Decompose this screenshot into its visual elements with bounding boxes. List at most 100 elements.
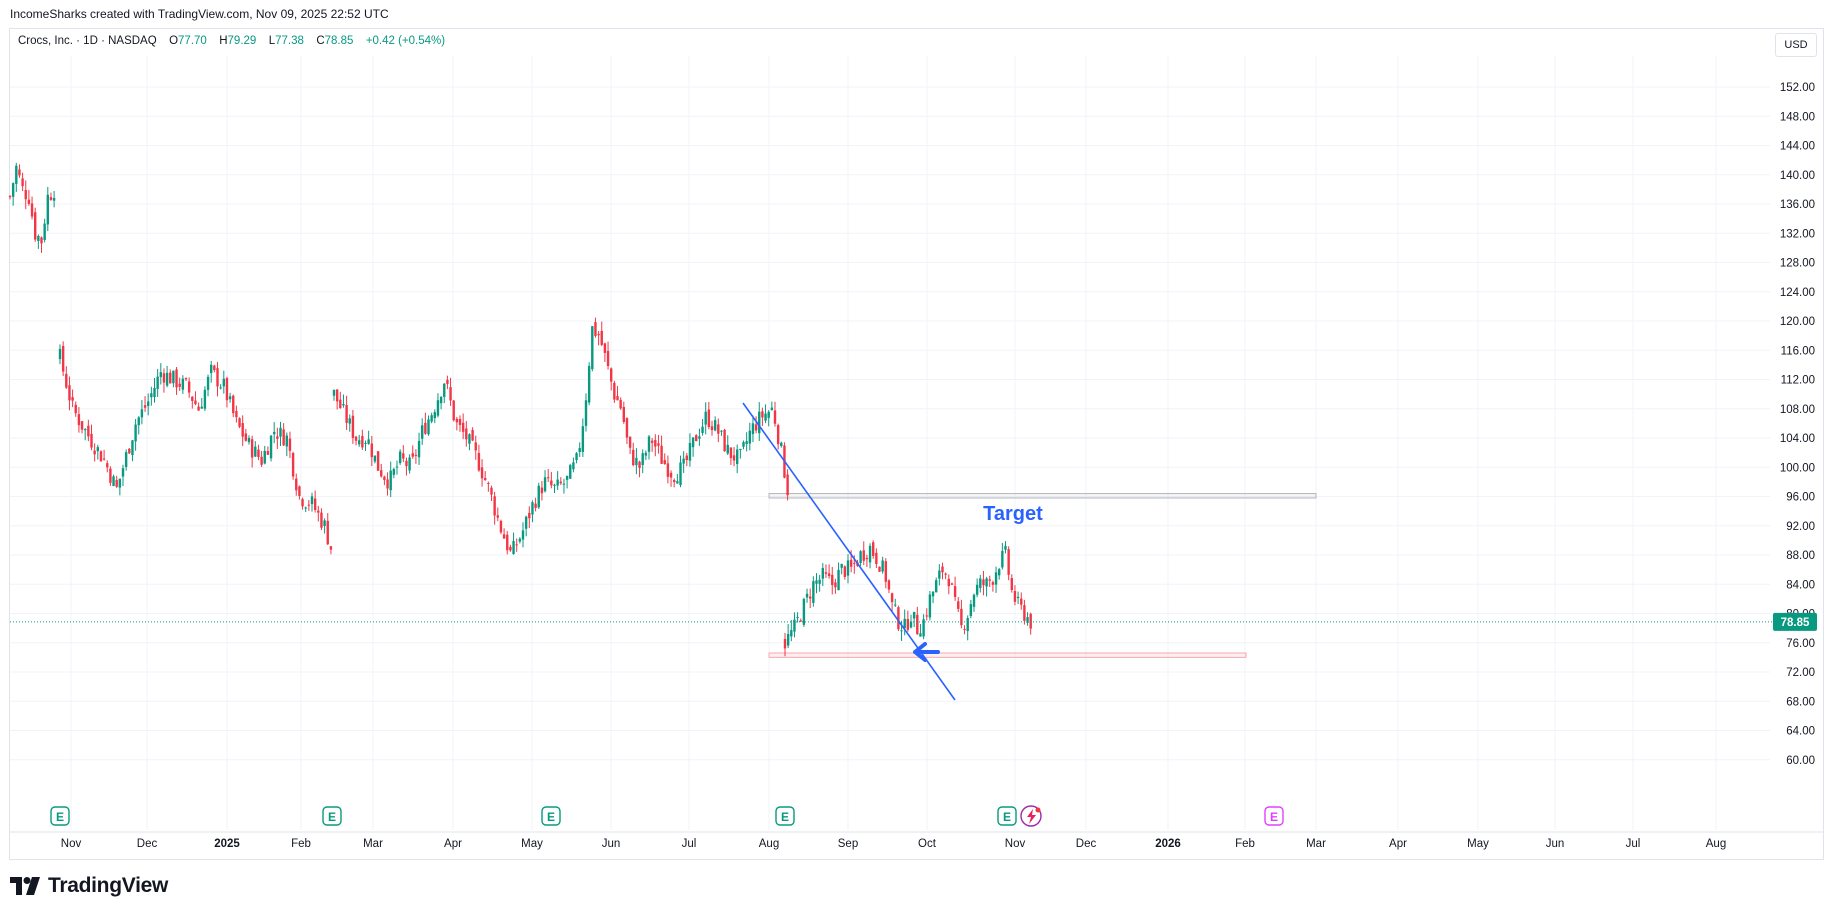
earnings-badge (997, 806, 1017, 826)
candle-body (317, 510, 320, 513)
candle-body (853, 562, 856, 564)
breakout-arrow-icon (913, 642, 940, 662)
candle-body (884, 561, 887, 582)
candle-body (175, 369, 178, 388)
candle-body (499, 520, 503, 533)
candle-body (8, 196, 12, 198)
candle-body (745, 441, 748, 445)
earnings-icon: E (997, 806, 1017, 826)
candle-body (1007, 549, 1010, 575)
candle-body (644, 452, 648, 456)
earnings-badge (541, 806, 561, 826)
candle-body (65, 373, 68, 388)
last-price-label: 78.85 (1781, 617, 1810, 629)
candle-body (24, 190, 27, 200)
chart-frame (9, 28, 1824, 860)
candle-body (260, 456, 263, 465)
symbol-name: Crocs, Inc. · 1D · NASDAQ (18, 35, 157, 47)
candle-body (950, 583, 954, 585)
candle-body (720, 430, 723, 432)
candle-body (938, 570, 941, 579)
candle-body (622, 406, 625, 422)
candle-body (339, 399, 342, 408)
currency-selector[interactable]: USD (1775, 33, 1817, 57)
candle-body (944, 573, 947, 575)
candle-body (408, 457, 411, 471)
candle-body (288, 438, 292, 451)
candle-body (298, 486, 301, 496)
earnings-letter: E (1270, 810, 1278, 824)
candle-body (982, 579, 985, 586)
candle-body (543, 477, 547, 492)
candle-body (345, 405, 348, 423)
candle-body (106, 463, 109, 468)
x-tick-label: Nov (1005, 838, 1026, 850)
x-tick-label: Apr (1389, 838, 1407, 850)
earnings-icon: E (322, 806, 342, 826)
candle-body (18, 169, 21, 176)
time-axis: Nov Dec 2025 Feb Mar Apr May Jun Jul Aug Sep Oct Nov… (10, 831, 1823, 850)
candle-body (468, 434, 471, 444)
low-value: 77.38 (275, 35, 304, 47)
candle-body (417, 440, 421, 458)
y-tick-label: 100.00 (1780, 462, 1815, 474)
candle-body (159, 372, 162, 378)
candle-body (1001, 550, 1004, 568)
candle-body (342, 404, 345, 406)
candle-body (625, 418, 629, 438)
candle-body (370, 443, 373, 458)
candle-body (894, 604, 897, 606)
candle-body (490, 487, 493, 495)
y-tick-label: 68.00 (1786, 696, 1815, 708)
candle-body (424, 422, 427, 434)
earnings-icon: E (541, 806, 561, 826)
earnings-icon: E (50, 806, 70, 826)
candle-body (512, 540, 515, 555)
x-tick-label: 2026 (1155, 838, 1181, 850)
earnings-letter: E (547, 810, 555, 824)
candle-body (957, 601, 960, 609)
y-tick-label: 72.00 (1786, 667, 1815, 679)
candle-body (411, 453, 414, 457)
candle-body (805, 593, 809, 598)
candle-body (49, 197, 53, 200)
candle-body (376, 451, 380, 471)
candle-body (439, 397, 443, 404)
candle-body (332, 389, 336, 396)
candle-body (641, 453, 644, 466)
candle-body (15, 165, 18, 184)
candle-body (821, 568, 824, 579)
candle-body (701, 426, 704, 433)
candle-body (824, 572, 828, 574)
candle-body (1010, 578, 1013, 591)
earnings-icon: E (1264, 806, 1284, 826)
candle-body (985, 578, 988, 587)
candle-body (603, 343, 607, 353)
candle-body (840, 563, 843, 568)
candle-body (496, 515, 499, 518)
tradingview-brand[interactable]: TradingView (10, 874, 168, 898)
candle-body (128, 448, 131, 454)
candle-body (1029, 613, 1032, 629)
candle-body (660, 445, 663, 464)
candle-body (137, 417, 140, 426)
candle-body (594, 322, 597, 336)
candle-body (562, 483, 566, 485)
candle-body (581, 426, 585, 452)
x-tick-label: Aug (759, 838, 779, 850)
candle-body (200, 406, 203, 409)
x-tick-label: Nov (61, 838, 82, 850)
candle-body (465, 428, 468, 440)
candle-body (46, 194, 49, 225)
candle-body (569, 465, 572, 479)
candle-body (742, 442, 745, 447)
candle-body (80, 421, 84, 430)
candle-body (663, 460, 666, 465)
candle-body (925, 615, 928, 617)
candle-body (291, 453, 295, 477)
candle-body (87, 425, 90, 437)
candle-body (691, 437, 695, 448)
candle-body (1016, 596, 1020, 599)
candle-body (222, 378, 225, 387)
